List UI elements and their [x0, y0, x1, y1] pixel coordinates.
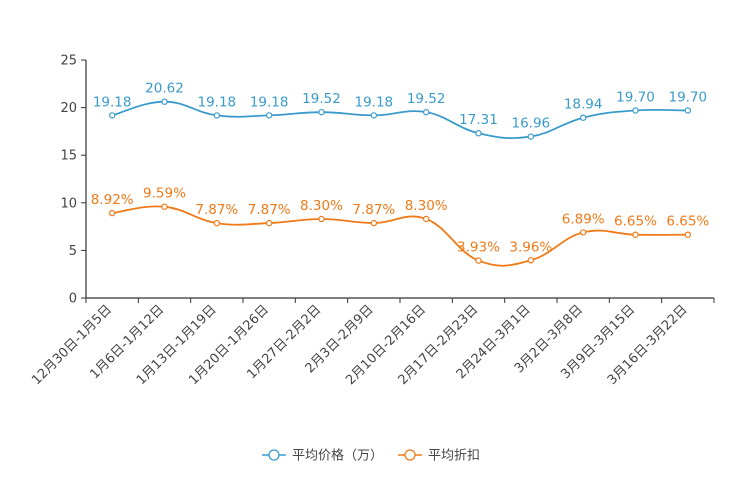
data-point[interactable] — [265, 219, 273, 227]
data-point[interactable] — [161, 203, 168, 210]
data-point[interactable] — [527, 257, 535, 264]
data-point[interactable] — [370, 112, 378, 119]
data-label: 19.18 — [355, 94, 394, 110]
data-label: 3.96% — [509, 239, 552, 255]
legend-marker — [404, 449, 416, 461]
data-label: 20.62 — [145, 81, 184, 97]
series-group: 19.18 20.62 19.18 19.18 19.52 19.18 19.52 17.31… — [91, 81, 709, 267]
y-tick-label: 20 — [60, 101, 77, 116]
legend-item-2[interactable]: 平均折扣 — [398, 449, 480, 464]
data-point[interactable] — [108, 112, 116, 119]
data-label: 19.18 — [250, 94, 289, 110]
legend-label: 平均折扣 — [428, 449, 480, 464]
data-label: 7.87% — [195, 202, 238, 218]
data-label: 16.96 — [512, 116, 551, 132]
data-label: 7.87% — [248, 202, 291, 218]
data-label: 17.31 — [459, 112, 498, 128]
data-label: 6.65% — [666, 214, 709, 230]
data-point[interactable] — [213, 112, 221, 119]
data-label: 8.92% — [91, 192, 134, 208]
data-label: 19.70 — [616, 89, 655, 105]
data-label: 6.65% — [614, 214, 657, 230]
data-point[interactable] — [527, 133, 535, 140]
legend-label: 平均价格（万） — [292, 448, 383, 464]
y-axis-ticks: 0 5 10 15 20 25 — [60, 54, 86, 307]
data-point[interactable] — [422, 215, 430, 223]
data-label: 3.93% — [457, 240, 500, 256]
legend-item-1[interactable]: 平均价格（万） — [262, 448, 383, 464]
data-point[interactable] — [213, 219, 221, 227]
y-tick-label: 0 — [69, 292, 77, 307]
data-point[interactable] — [318, 215, 325, 223]
data-point[interactable] — [475, 130, 482, 137]
data-label: 6.89% — [562, 211, 605, 227]
data-label: 19.52 — [302, 91, 341, 107]
data-point[interactable] — [108, 209, 116, 217]
legend[interactable]: 平均价格（万） 平均折扣 — [262, 448, 480, 464]
data-point[interactable] — [161, 98, 168, 105]
data-label: 19.18 — [93, 94, 132, 110]
data-point[interactable] — [370, 219, 378, 227]
data-point[interactable] — [632, 231, 639, 238]
data-point[interactable] — [579, 114, 587, 121]
data-point[interactable] — [684, 107, 692, 114]
series-line — [111, 100, 688, 140]
series-line — [112, 205, 688, 267]
data-label: 8.30% — [405, 198, 448, 214]
data-point[interactable] — [632, 107, 639, 114]
series-2: 8.92% 9.59% 7.87% 7.87% 8.30% 7.87% 8.30% 3.93%… — [91, 186, 709, 267]
y-tick-label: 10 — [60, 196, 77, 211]
y-tick-label: 15 — [60, 149, 77, 164]
legend-marker — [268, 449, 280, 461]
y-tick-label: 5 — [69, 244, 77, 259]
x-axis-ticks: 12月30日-1月5日1月6日-1月12日1月13日-1月19日1月20日-1月… — [29, 298, 715, 388]
data-label: 7.87% — [352, 202, 395, 218]
data-point[interactable] — [422, 108, 430, 116]
data-point[interactable] — [684, 231, 692, 238]
data-point[interactable] — [579, 229, 587, 236]
y-tick-label: 25 — [60, 54, 77, 69]
data-label: 19.70 — [669, 89, 708, 105]
data-label: 18.94 — [564, 97, 603, 113]
data-label: 19.18 — [198, 94, 237, 110]
data-point[interactable] — [475, 257, 482, 264]
data-label: 19.52 — [407, 91, 446, 107]
data-label: 9.59% — [143, 186, 186, 202]
series-1: 19.18 20.62 19.18 19.18 19.52 19.18 19.52 17.31… — [93, 81, 708, 140]
data-point[interactable] — [265, 112, 273, 119]
data-label: 8.30% — [300, 198, 343, 214]
data-point[interactable] — [318, 108, 325, 116]
